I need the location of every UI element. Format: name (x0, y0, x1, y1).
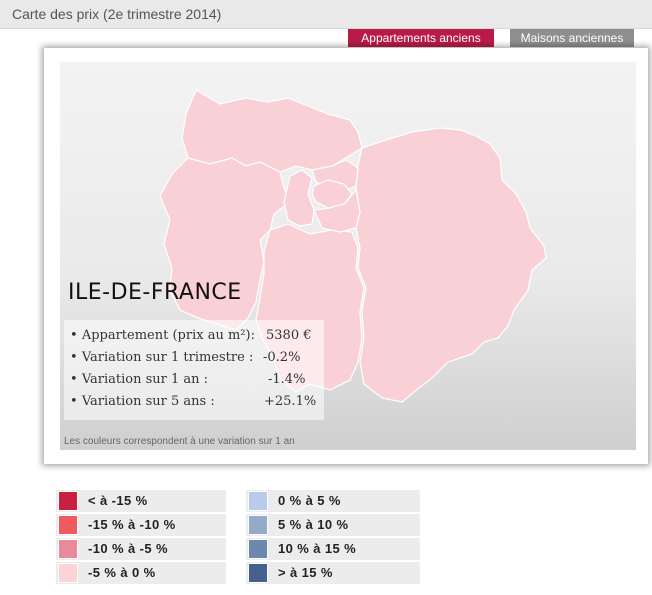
legend-swatch (58, 539, 78, 559)
stat-label: Variation sur 5 ans : (81, 394, 215, 409)
legend-label: -15 % à -10 % (88, 517, 176, 532)
legend-label: 0 % à 5 % (278, 493, 341, 508)
legend-item: -15 % à -10 % (56, 514, 226, 536)
legend-label: < à -15 % (88, 493, 148, 508)
tab-maisons-anciennes[interactable]: Maisons anciennes (510, 29, 634, 47)
stats-box: • Appartement (prix au m²): 5380 € • Vari… (64, 320, 324, 420)
stat-value: 5380 € (266, 328, 312, 343)
stat-label: Variation sur 1 an : (81, 372, 209, 387)
legend-item: 10 % à 15 % (246, 538, 420, 560)
stat-variation-5-ans: • Variation sur 5 ans : +25.1% (70, 394, 317, 409)
dept-seine-et-marne[interactable] (355, 127, 547, 403)
legend-swatch (58, 515, 78, 535)
legend-label: 10 % à 15 % (278, 541, 357, 556)
stat-variation-trimestre: • Variation sur 1 trimestre : -0.2% (70, 350, 301, 365)
map-card: ILE-DE-FRANCE • Appartement (prix au m²)… (44, 48, 648, 464)
dept-hauts-de-seine[interactable] (283, 169, 315, 227)
legend-label: -5 % à 0 % (88, 565, 156, 580)
legend-swatch (248, 539, 268, 559)
stat-label: Appartement (prix au m²): (81, 328, 255, 343)
stat-prix-m2: • Appartement (prix au m²): 5380 € (70, 328, 312, 343)
stat-value: +25.1% (264, 394, 317, 409)
legend-item: > à 15 % (246, 562, 420, 584)
region-map (159, 89, 547, 403)
legend-item: -5 % à 0 % (56, 562, 226, 584)
stat-value: -0.2% (263, 350, 301, 365)
legend-swatch (58, 491, 78, 511)
page-title: Carte des prix (2e trimestre 2014) (12, 6, 222, 22)
dept-val-d-oise[interactable] (181, 89, 363, 173)
map-area: ILE-DE-FRANCE • Appartement (prix au m²)… (60, 62, 636, 450)
legend-swatch (248, 515, 268, 535)
stat-variation-1-an: • Variation sur 1 an : -1.4% (70, 372, 306, 387)
legend-item: < à -15 % (56, 490, 226, 512)
legend-item: 0 % à 5 % (246, 490, 420, 512)
legend-item: 5 % à 10 % (246, 514, 420, 536)
region-name: ILE-DE-FRANCE (68, 280, 242, 305)
legend-label: 5 % à 10 % (278, 517, 349, 532)
stat-label: Variation sur 1 trimestre : (81, 350, 254, 365)
stat-value: -1.4% (268, 372, 306, 387)
legend-swatch (58, 563, 78, 583)
page-header: Carte des prix (2e trimestre 2014) (0, 0, 652, 29)
legend-label: -10 % à -5 % (88, 541, 168, 556)
legend-swatch (248, 491, 268, 511)
legend-swatch (248, 563, 268, 583)
legend-item: -10 % à -5 % (56, 538, 226, 560)
map-note: Les couleurs correspondent à une variati… (64, 436, 295, 447)
dept-paris[interactable] (311, 179, 353, 209)
tab-appartements-anciens[interactable]: Appartements anciens (348, 29, 494, 47)
legend-label: > à 15 % (278, 565, 333, 580)
dept-yvelines[interactable] (159, 157, 291, 331)
